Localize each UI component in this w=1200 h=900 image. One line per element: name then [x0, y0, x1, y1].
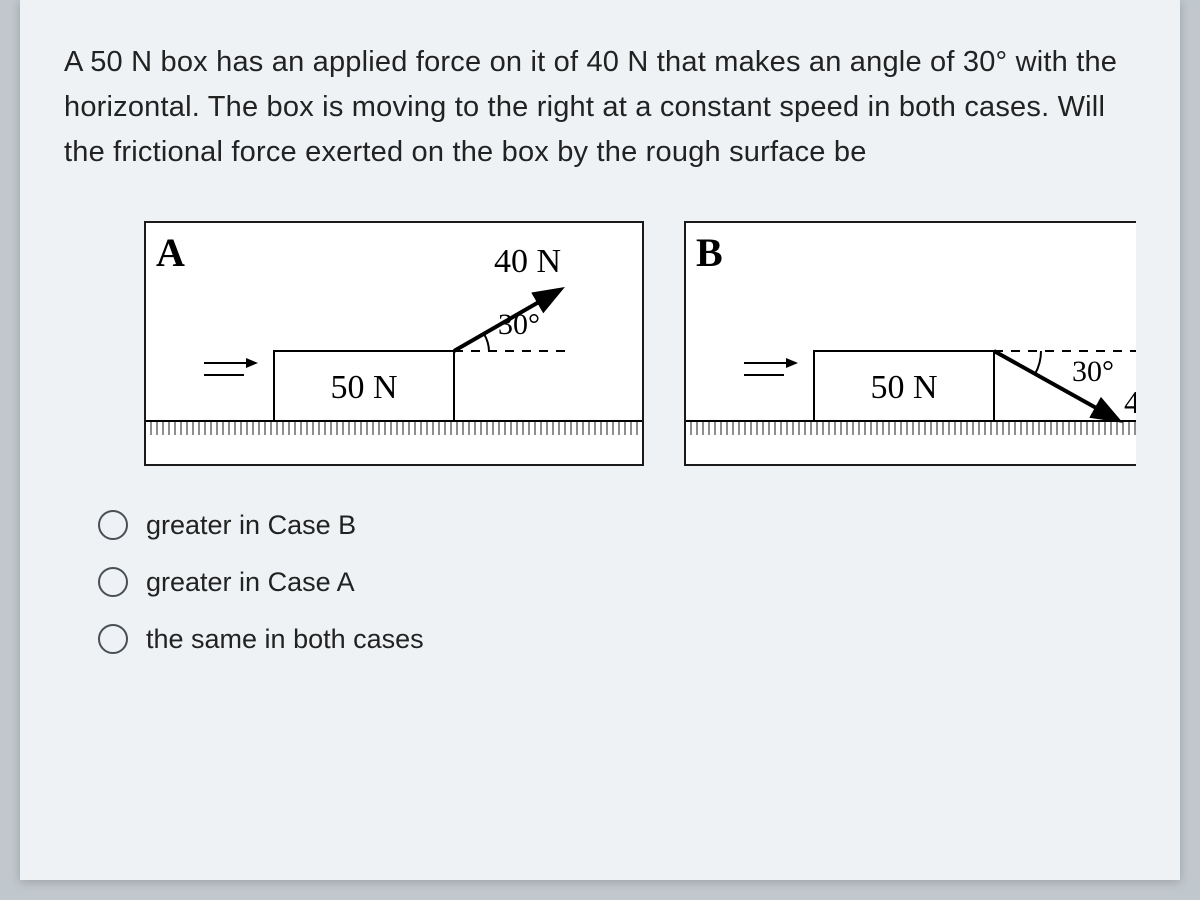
figure-row: A	[144, 221, 1136, 466]
angle-label-b: 30°	[1072, 355, 1114, 388]
diagram-b: 50 N 30° 40	[684, 221, 1136, 466]
option-greater-b[interactable]: greater in Case B	[98, 510, 1136, 541]
option-same[interactable]: the same in both cases	[98, 624, 1136, 655]
panel-label-a: A	[156, 229, 185, 276]
option-greater-a[interactable]: greater in Case A	[98, 567, 1136, 598]
option-label: the same in both cases	[146, 624, 424, 655]
figure-panel-a: A	[144, 221, 644, 466]
force-label-a: 40 N	[494, 243, 561, 280]
angle-label-a: 30°	[498, 308, 540, 341]
box-weight-a: 50 N	[330, 369, 397, 406]
force-label-b: 40	[1124, 384, 1136, 420]
box-weight-b: 50 N	[870, 369, 937, 406]
diagram-a: 50 N 40 N 30°	[144, 221, 644, 466]
option-label: greater in Case A	[146, 567, 355, 598]
panel-label-b: B	[696, 229, 723, 276]
radio-icon	[98, 624, 128, 654]
option-label: greater in Case B	[146, 510, 356, 541]
radio-icon	[98, 510, 128, 540]
answer-options: greater in Case B greater in Case A the …	[98, 510, 1136, 655]
radio-icon	[98, 567, 128, 597]
question-text: A 50 N box has an applied force on it of…	[64, 40, 1136, 175]
question-sheet: A 50 N box has an applied force on it of…	[20, 0, 1180, 880]
figure-panel-b: B 50	[684, 221, 1136, 466]
